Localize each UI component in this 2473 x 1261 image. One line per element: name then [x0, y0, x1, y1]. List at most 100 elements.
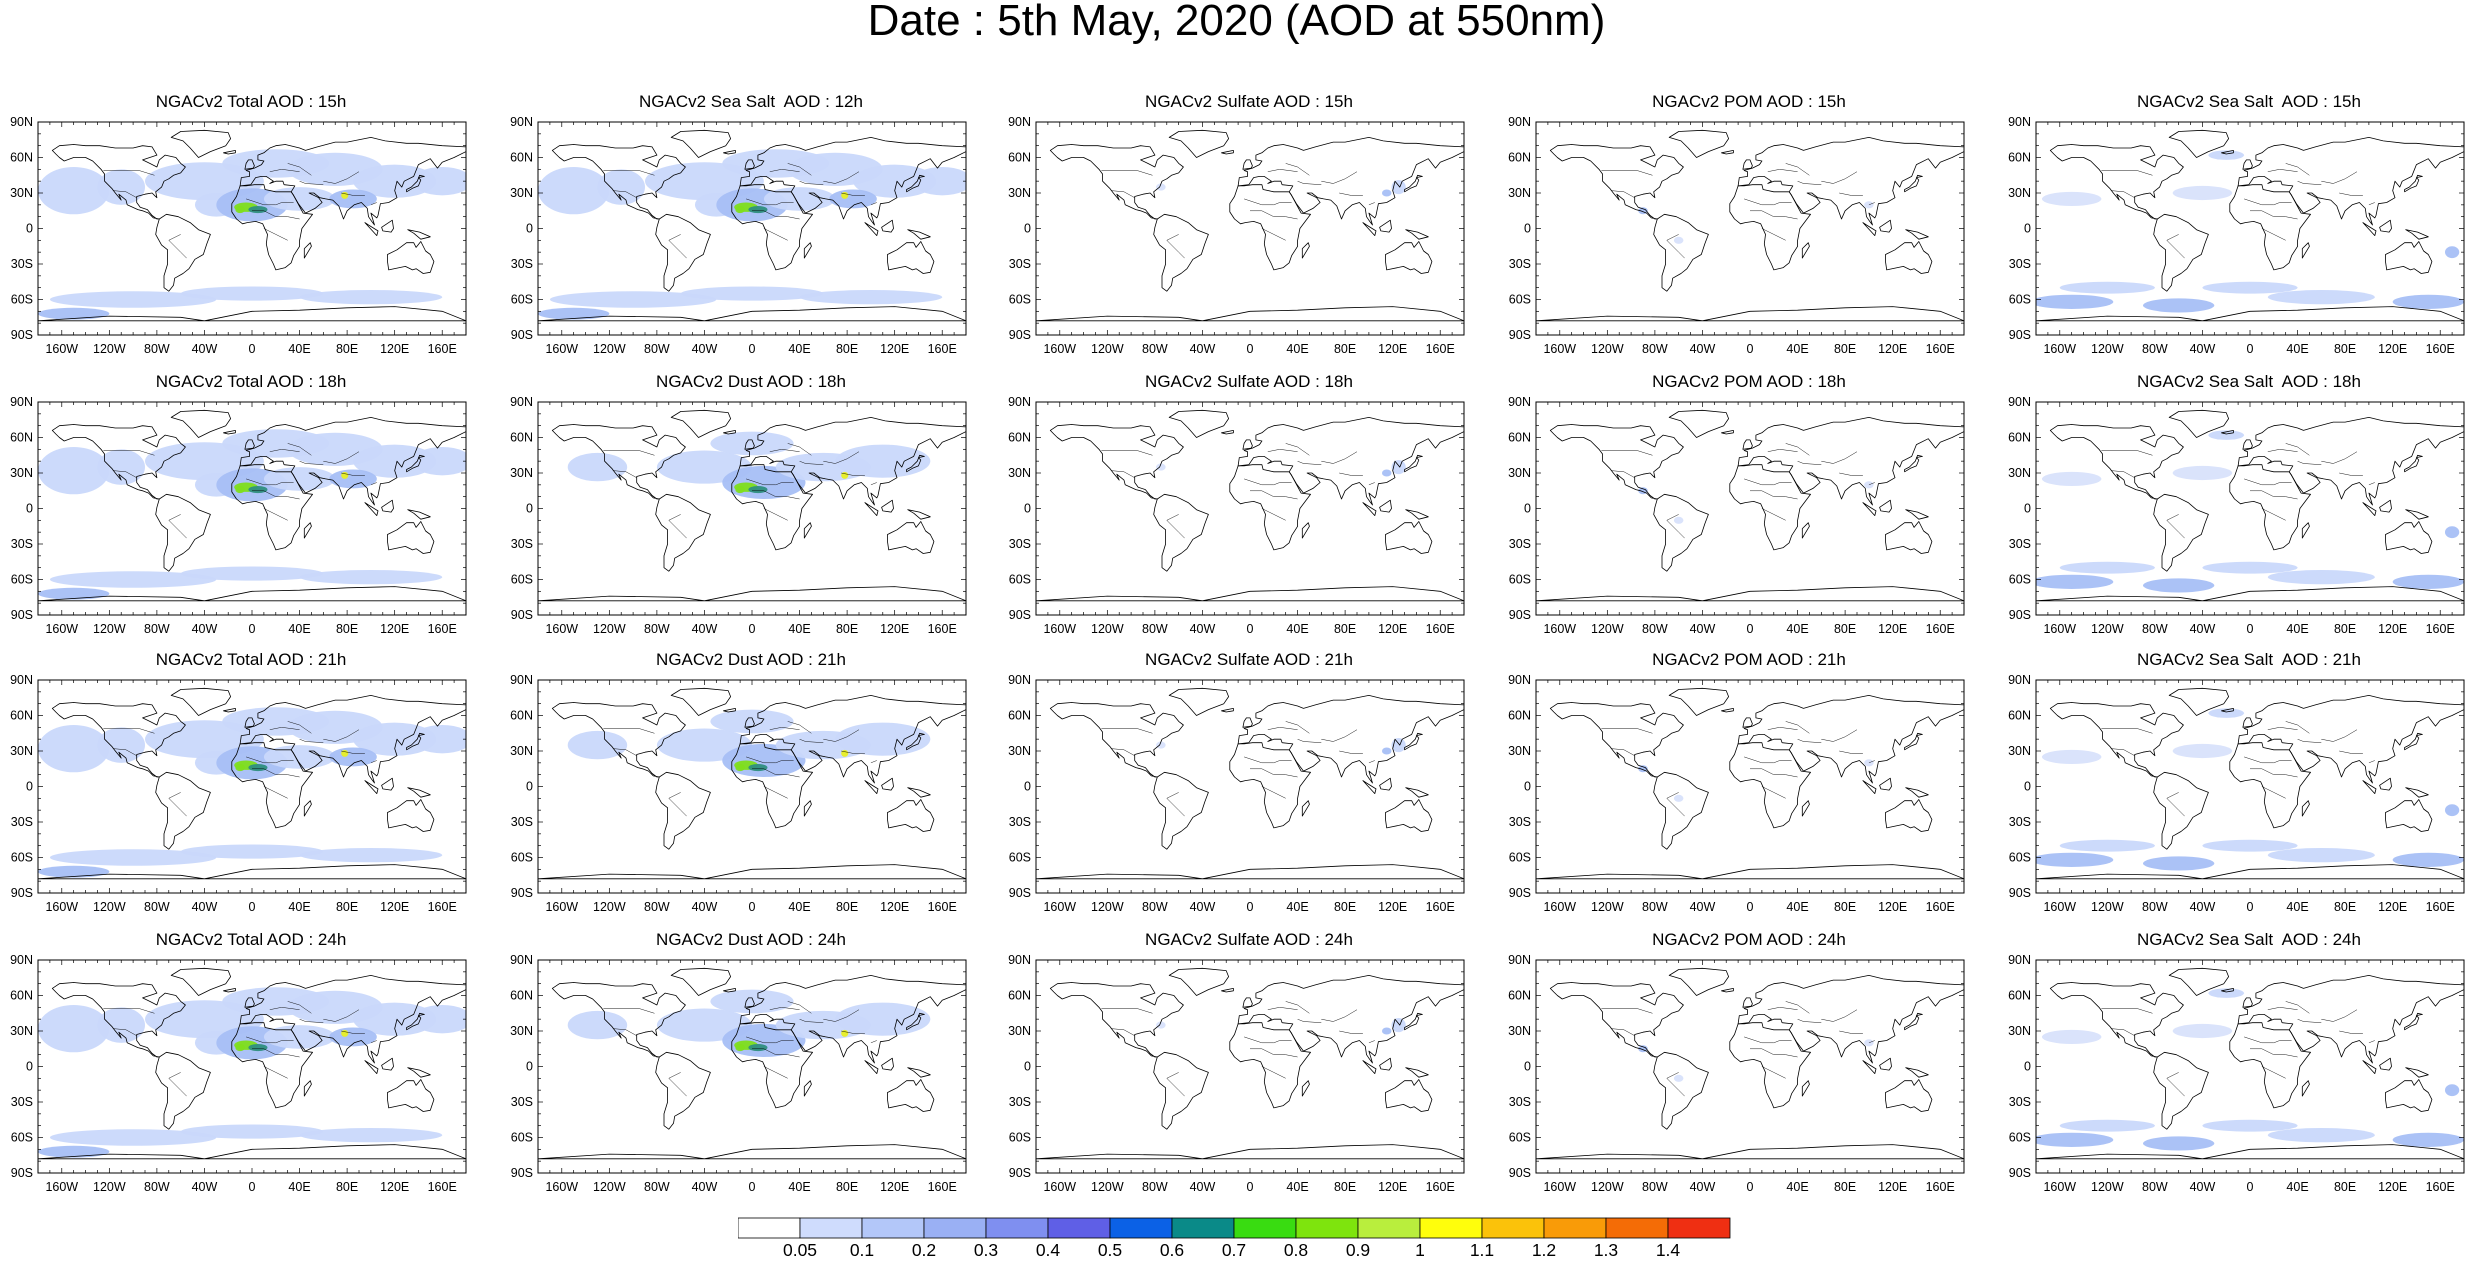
lon-tick-label: 0	[2247, 342, 2254, 356]
lat-tick-label: 0	[26, 222, 33, 236]
aod-region	[2208, 988, 2245, 998]
lon-tick-label: 40E	[1786, 900, 1808, 914]
country-border	[1666, 234, 1685, 259]
lon-tick-label: 40E	[1286, 342, 1308, 356]
coastline	[731, 1022, 814, 1109]
coastline	[1404, 454, 1423, 473]
country-border	[746, 198, 794, 206]
aod-region	[235, 1044, 245, 1052]
country-border	[870, 1040, 877, 1044]
country-border	[252, 210, 300, 220]
lat-tick-label: 60S	[1009, 573, 1031, 587]
lat-tick-label: 0	[26, 780, 33, 794]
coastline	[231, 464, 314, 551]
lon-tick-label: 0	[1747, 342, 1754, 356]
colorbar-label: 0.2	[912, 1240, 936, 1257]
lat-tick-label: 90S	[11, 886, 33, 900]
country-border	[1750, 768, 1798, 778]
coastline	[1385, 799, 1433, 832]
map-panel: NGACv2 Sea Salt AOD : 21h 90N 60N 30N 0 30S 60…	[1998, 650, 2468, 915]
lon-tick-label: 40E	[2286, 342, 2308, 356]
country-border	[769, 1007, 800, 1010]
aod-region	[829, 189, 877, 209]
lat-tick-label: 0	[2024, 780, 2031, 794]
coastline	[1668, 967, 1730, 996]
coastline	[1237, 136, 1464, 226]
colorbar-swatch	[1605, 1217, 1669, 1239]
lat-tick-label: 90S	[2009, 1166, 2031, 1180]
panel-title: NGACv2 Sulfate AOD : 15h	[1145, 92, 1353, 111]
coastline	[38, 1144, 466, 1160]
coastline	[381, 499, 394, 513]
aod-region	[710, 989, 794, 1014]
country-border	[799, 1018, 824, 1023]
lon-tick-label: 120E	[2378, 342, 2407, 356]
world-map: 90N 60N 30N 0 30S 60S 90S 160W 120W 80W 40W 0 40E 80E…	[510, 395, 967, 636]
country-border	[1368, 202, 1375, 206]
country-border	[1297, 738, 1322, 743]
coastline	[2229, 184, 2312, 271]
lon-tick-label: 80W	[644, 622, 670, 636]
coastline	[723, 708, 736, 713]
lon-tick-label: 160W	[1043, 622, 1076, 636]
coastline	[387, 241, 435, 274]
coastline	[1229, 742, 1312, 829]
country-border	[299, 1018, 324, 1023]
lon-tick-label: 40E	[2286, 622, 2308, 636]
lat-tick-label: 90N	[2008, 673, 2031, 687]
aod-region	[49, 1129, 217, 1146]
lon-tick-label: 40W	[692, 342, 718, 356]
coastline	[1885, 1079, 1933, 1112]
country-border	[168, 792, 187, 817]
lat-tick-label: 60N	[2008, 431, 2031, 445]
coastline	[803, 242, 812, 259]
lon-tick-label: 160E	[2426, 1180, 2455, 1194]
coastline	[2404, 174, 2423, 193]
colorbar-label: 1.2	[1532, 1240, 1556, 1257]
lon-tick-label: 80E	[1834, 622, 1856, 636]
lat-tick-label: 30N	[510, 186, 533, 200]
lon-tick-label: 120W	[1591, 1180, 1624, 1194]
lon-tick-label: 120E	[1878, 342, 1907, 356]
coastline	[881, 219, 894, 233]
country-border	[252, 1048, 300, 1058]
country-border	[1244, 198, 1292, 206]
lat-tick-label: 90S	[1009, 608, 1031, 622]
country-border	[2267, 449, 2298, 452]
country-border	[1101, 450, 1153, 456]
lat-tick-label: 60S	[1509, 851, 1531, 865]
coastline	[538, 586, 966, 602]
lat-tick-label: 90S	[1509, 608, 1531, 622]
lon-tick-label: 160E	[1426, 342, 1455, 356]
lon-tick-label: 120W	[1591, 342, 1624, 356]
coastline	[1379, 777, 1392, 791]
coastline	[881, 777, 894, 791]
aod-region	[2208, 150, 2245, 160]
country-border	[323, 171, 360, 184]
lat-tick-label: 30N	[10, 744, 33, 758]
lat-tick-label: 90S	[11, 1166, 33, 1180]
lon-tick-label: 40W	[2190, 1180, 2216, 1194]
map-panel: NGACv2 Dust AOD : 18h 90N 60N 30N 0 30S 60S 90S…	[500, 372, 970, 637]
aod-region	[735, 1044, 745, 1052]
aod-region	[2172, 185, 2233, 201]
country-border	[1839, 1030, 1863, 1034]
lat-tick-label: 60N	[10, 989, 33, 1003]
coastline	[2362, 502, 2377, 516]
aod-region	[1673, 1074, 1684, 1082]
lon-tick-label: 0	[1247, 1180, 1254, 1194]
aod-region	[2143, 298, 2215, 313]
country-border	[1839, 472, 1863, 476]
country-border	[287, 1001, 312, 1014]
panel-title: NGACv2 POM AOD : 15h	[1652, 92, 1846, 111]
coastline	[2237, 136, 2464, 226]
coastline	[231, 742, 314, 829]
colorbar-label: 0.7	[1222, 1240, 1246, 1257]
aod-region	[1156, 1021, 1166, 1029]
aod-region	[329, 189, 377, 209]
lon-tick-label: 160E	[1426, 622, 1455, 636]
coastline	[1404, 1012, 1423, 1031]
coastline	[1905, 509, 1929, 520]
coastline	[1549, 144, 1684, 220]
lon-tick-label: 80E	[2334, 900, 2356, 914]
